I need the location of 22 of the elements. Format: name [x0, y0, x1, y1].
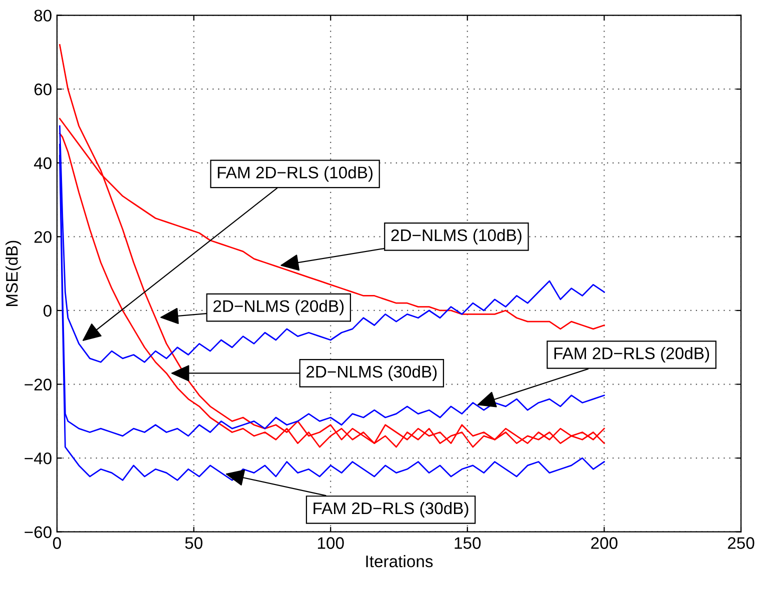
annotation: FAM 2D−RLS (30dB) — [314, 502, 468, 518]
y-tick-label: 60 — [34, 84, 52, 96]
annotation: FAM 2D−RLS (10dB) — [218, 166, 373, 182]
annotation: FAM 2D−RLS (20dB) — [554, 346, 710, 363]
x-tick-label: 0 — [53, 537, 61, 549]
y-tick-label: −20 — [24, 378, 52, 390]
annotation: 2D−NLMS (10dB) — [391, 228, 522, 244]
y-axis-title: MSE(dB) — [6, 240, 22, 306]
y-tick-label: 40 — [34, 157, 52, 170]
annotation: 2D−NLMS (20dB) — [213, 300, 344, 316]
y-tick-label: 80 — [34, 10, 52, 22]
y-tick-label: −60 — [24, 526, 52, 538]
annotation: 2D−NLMS (30dB) — [306, 365, 437, 381]
x-tick-label: 150 — [454, 537, 481, 549]
x-tick-label: 200 — [591, 537, 618, 549]
x-tick-label: 250 — [728, 537, 754, 549]
y-tick-label: 20 — [34, 231, 52, 243]
x-tick-label: 100 — [318, 537, 344, 549]
x-tick-label: 50 — [185, 537, 202, 549]
y-tick-label: 0 — [44, 304, 52, 317]
y-tick-label: −40 — [24, 452, 52, 464]
x-axis-title: Iterations — [366, 555, 433, 568]
